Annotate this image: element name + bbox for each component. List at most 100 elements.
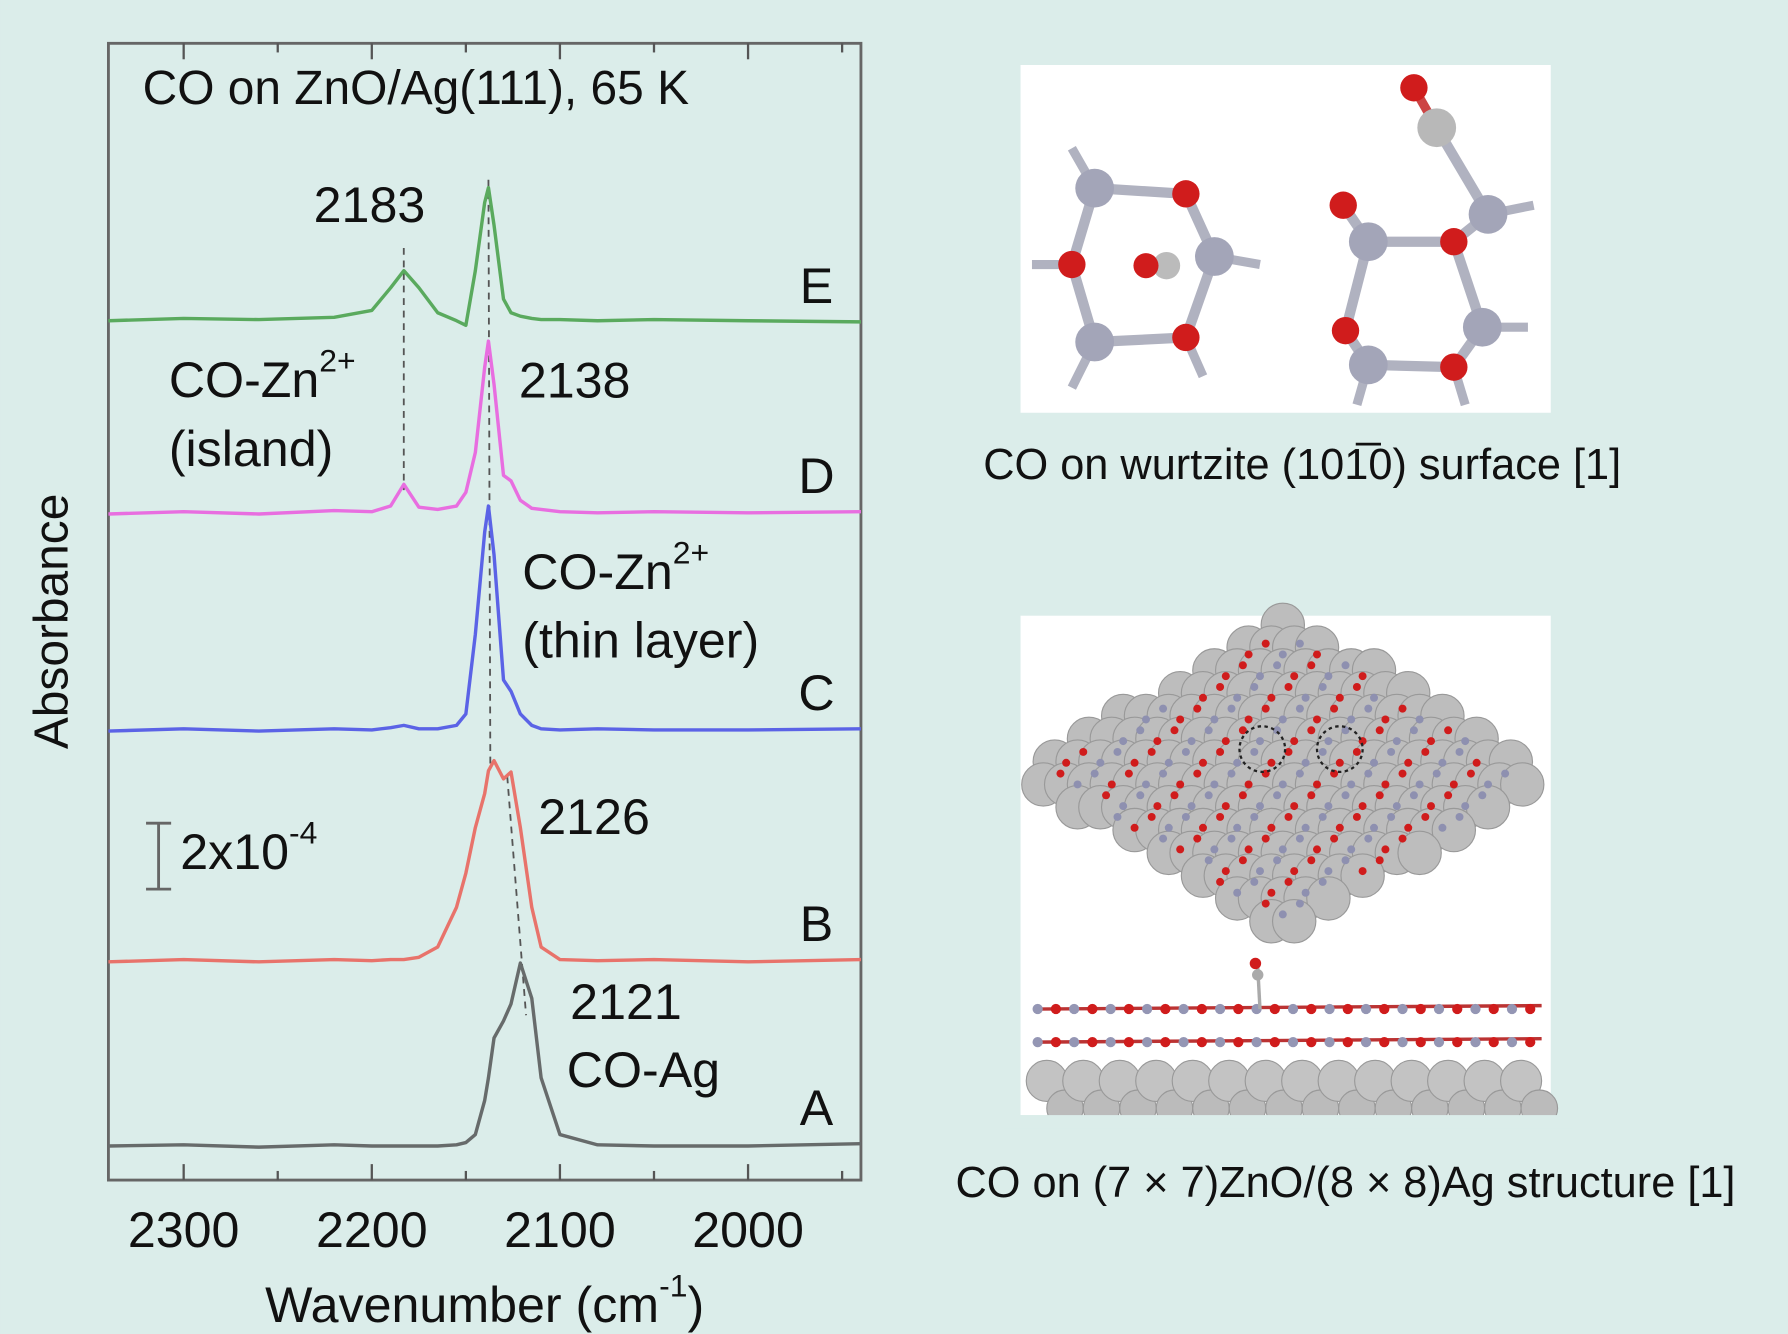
annotation-text: CO-Zn xyxy=(169,352,319,408)
atom xyxy=(1370,758,1379,767)
atom xyxy=(1433,1003,1445,1015)
atom xyxy=(1329,191,1357,219)
atom xyxy=(1440,228,1468,256)
atom xyxy=(1124,769,1133,778)
series-label: B xyxy=(800,896,833,952)
atom xyxy=(1462,307,1502,347)
atom xyxy=(1444,726,1453,735)
spectrum-line xyxy=(108,961,861,1149)
atom xyxy=(1433,1036,1445,1048)
atom xyxy=(1204,856,1213,865)
atom xyxy=(1341,726,1350,735)
atom xyxy=(1147,812,1156,821)
atom xyxy=(1267,823,1276,832)
atom xyxy=(1432,769,1441,778)
atom xyxy=(1261,899,1270,908)
atom xyxy=(1360,1036,1372,1048)
atom xyxy=(1381,845,1390,854)
atom xyxy=(1313,650,1321,659)
atom xyxy=(1227,834,1236,843)
scale-bar xyxy=(146,821,172,891)
atom xyxy=(1278,715,1287,724)
atom xyxy=(1160,1003,1171,1015)
annotation-sup: 2+ xyxy=(319,343,355,379)
atom xyxy=(1196,1036,1207,1048)
marker-circle xyxy=(1238,725,1287,774)
atom xyxy=(1216,812,1225,821)
atom xyxy=(1449,780,1458,789)
image-edge xyxy=(1003,1115,1574,1129)
atom xyxy=(1032,1036,1043,1048)
atom xyxy=(1307,661,1316,670)
atom xyxy=(1159,769,1168,778)
atom xyxy=(1267,758,1276,767)
atom xyxy=(1290,737,1299,746)
atom xyxy=(1501,769,1510,778)
atom xyxy=(1306,1003,1317,1015)
atom xyxy=(1358,802,1367,811)
atom xyxy=(1267,693,1276,702)
atom xyxy=(1075,322,1115,362)
atom xyxy=(1069,1036,1080,1048)
atom xyxy=(1398,834,1407,843)
atom xyxy=(1352,682,1361,691)
atom xyxy=(1307,726,1316,735)
atom xyxy=(1290,672,1299,681)
atom xyxy=(1141,780,1150,789)
atom xyxy=(1069,1003,1080,1015)
atom xyxy=(1238,726,1247,735)
atom xyxy=(1335,693,1344,702)
atom xyxy=(1256,802,1264,811)
atom xyxy=(1478,791,1487,800)
atom xyxy=(1375,791,1384,800)
atom xyxy=(1295,769,1304,778)
atom xyxy=(1387,812,1396,821)
atom xyxy=(1525,1003,1536,1015)
atom xyxy=(1178,1003,1189,1015)
atom xyxy=(1244,715,1253,724)
atom xyxy=(1397,830,1442,876)
atom xyxy=(1216,682,1225,691)
atom xyxy=(1364,704,1373,713)
atom xyxy=(1210,780,1219,789)
figure-caption: CO on (7 × 7)ZnO/(8 × 8)Ag structure [1] xyxy=(956,1159,1736,1207)
atom xyxy=(1484,780,1493,789)
atom xyxy=(1295,639,1304,648)
atom xyxy=(1284,747,1293,756)
atom xyxy=(1347,715,1356,724)
atom xyxy=(1172,323,1200,352)
atom xyxy=(1324,802,1333,811)
atom xyxy=(1193,834,1202,843)
atom xyxy=(1130,758,1139,767)
series-label: E xyxy=(800,258,833,314)
atom xyxy=(1472,758,1481,767)
atom xyxy=(1335,823,1344,832)
atom xyxy=(1415,780,1424,789)
atom xyxy=(1244,650,1253,659)
atom xyxy=(1347,780,1356,789)
chart-title: CO on ZnO/Ag(111), 65 K xyxy=(143,62,689,115)
atom xyxy=(1392,737,1401,746)
atom xyxy=(1119,737,1128,746)
atom xyxy=(1427,737,1436,746)
atom xyxy=(1105,1003,1116,1015)
atom xyxy=(1278,845,1287,854)
guide-line xyxy=(487,179,492,765)
atom xyxy=(1284,812,1293,821)
atom xyxy=(1250,812,1259,821)
atom xyxy=(1307,791,1316,800)
atom xyxy=(1233,758,1242,767)
spectrum-line xyxy=(108,339,861,516)
atom xyxy=(1087,1003,1098,1015)
atom xyxy=(1087,1036,1098,1048)
y-axis-label: Absorbance xyxy=(25,494,78,750)
atom xyxy=(1444,791,1453,800)
atom xyxy=(1404,823,1413,832)
atom xyxy=(1313,780,1321,789)
atom xyxy=(1119,802,1128,811)
atom xyxy=(1181,812,1190,821)
atom xyxy=(1238,856,1247,865)
atom xyxy=(1278,910,1287,919)
atom xyxy=(1506,1036,1518,1048)
